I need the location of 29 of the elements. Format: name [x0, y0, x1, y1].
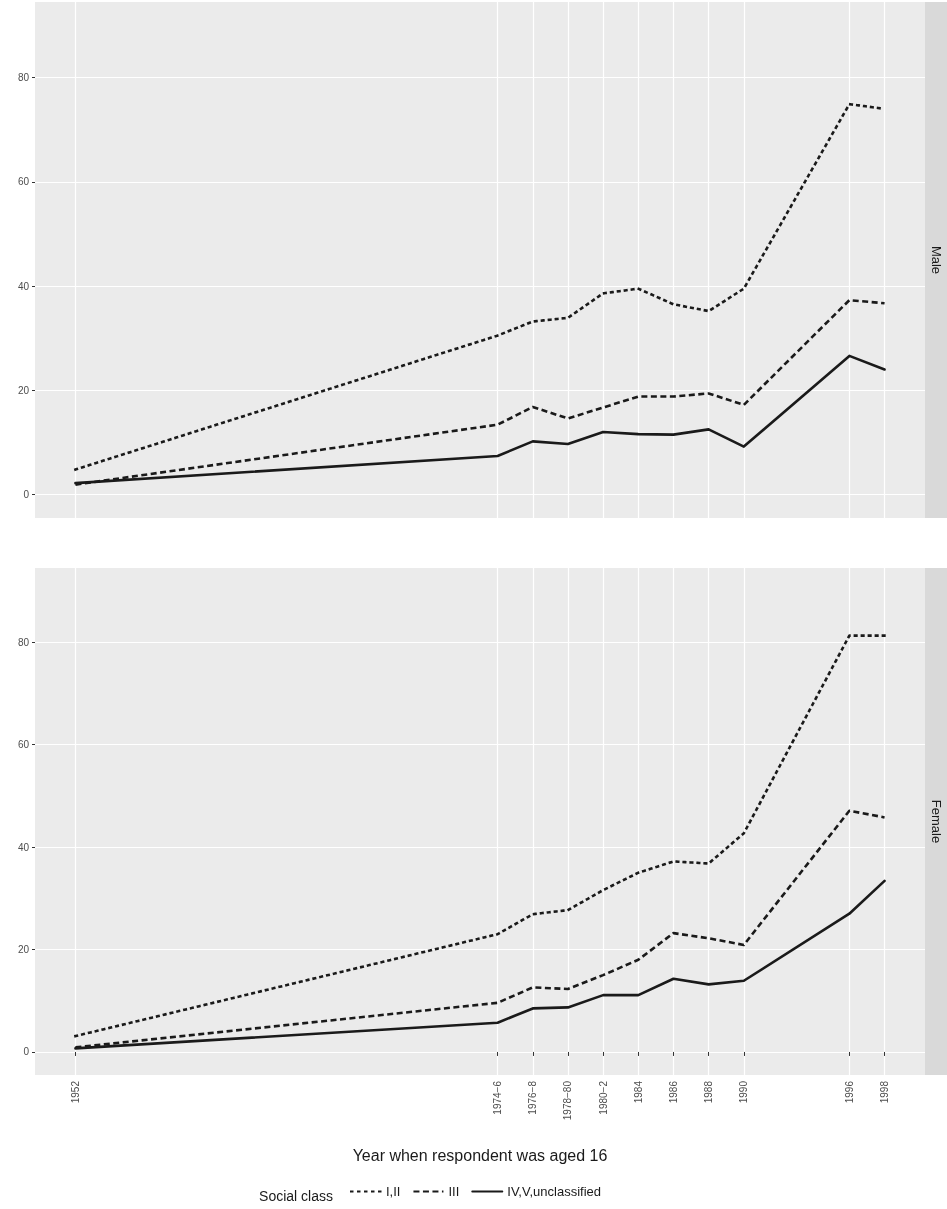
y-tick-label: 20 — [17, 944, 30, 956]
y-tick-label: 80 — [17, 72, 30, 84]
legend-label: I,II — [386, 1184, 401, 1199]
text: Female — [928, 799, 944, 844]
x-tick-label: 1952 — [69, 1080, 81, 1104]
x-tick-label: 1974−6 — [492, 1080, 504, 1115]
x-tick-label: 1978−80 — [562, 1080, 574, 1121]
legend-label: III — [448, 1184, 460, 1199]
x-tick-label: 1996 — [843, 1080, 855, 1104]
x-tick-label: 1986 — [667, 1080, 679, 1104]
x-tick-label: 1988 — [703, 1080, 715, 1104]
x-tick-label: 1990 — [738, 1080, 750, 1104]
y-tick-label: 40 — [17, 841, 30, 853]
legend-title: Social class — [259, 1188, 333, 1204]
y-tick-label: 20 — [17, 384, 30, 396]
y-tick-label: 60 — [17, 739, 30, 751]
y-tick-label: 0 — [23, 1046, 30, 1058]
line-series — [74, 634, 886, 1038]
legend-label: IV,V,unclassified — [507, 1184, 601, 1199]
y-tick-label: 0 — [23, 489, 30, 501]
x-tick-label: 1980−2 — [597, 1080, 609, 1115]
text: Male — [928, 245, 944, 275]
y-tick-label: 60 — [17, 176, 30, 188]
x-tick-label: 1984 — [632, 1080, 644, 1104]
x-tick-label: 1998 — [879, 1080, 891, 1104]
y-tick-label: 40 — [17, 280, 30, 292]
y-tick-label: 80 — [17, 636, 30, 648]
x-tick-label: 1976−8 — [527, 1080, 539, 1115]
x-axis-title: Year when respondent was aged 16 — [352, 1146, 608, 1164]
